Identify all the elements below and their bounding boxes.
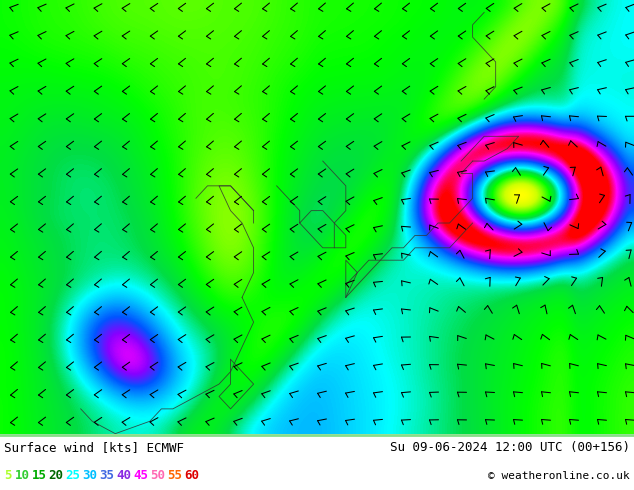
Text: 30: 30 <box>82 469 98 483</box>
Text: 25: 25 <box>65 469 81 483</box>
Text: 55: 55 <box>167 469 183 483</box>
Text: 5: 5 <box>4 469 11 483</box>
Text: Su 09-06-2024 12:00 UTC (00+156): Su 09-06-2024 12:00 UTC (00+156) <box>390 441 630 454</box>
Text: 50: 50 <box>150 469 165 483</box>
Text: 20: 20 <box>48 469 63 483</box>
Text: 45: 45 <box>134 469 148 483</box>
Text: 10: 10 <box>15 469 30 483</box>
Text: © weatheronline.co.uk: © weatheronline.co.uk <box>488 471 630 481</box>
Text: 15: 15 <box>32 469 46 483</box>
Text: 35: 35 <box>100 469 115 483</box>
Text: 40: 40 <box>117 469 131 483</box>
Text: 60: 60 <box>184 469 200 483</box>
Text: Surface wind [kts] ECMWF: Surface wind [kts] ECMWF <box>4 441 184 454</box>
